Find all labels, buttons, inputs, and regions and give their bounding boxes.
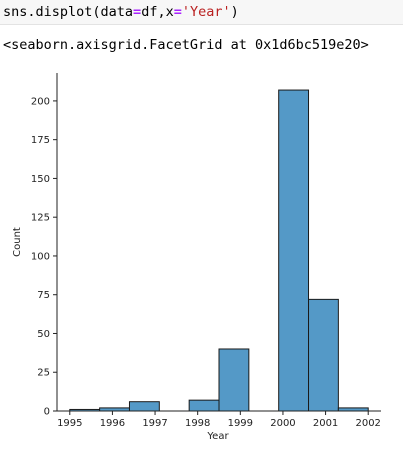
code-string: 'Year' (181, 4, 231, 20)
histogram-bar-8 (308, 298, 339, 412)
y-tick-label: 125 (31, 213, 50, 224)
y-tick-label: 50 (37, 329, 50, 340)
y-tick-label: 25 (37, 368, 50, 379)
x-tick-label: 1999 (228, 418, 253, 429)
y-tick-label: 175 (31, 135, 50, 146)
histogram-bars (69, 89, 369, 412)
x-ticks: 1995 1996 1997 1998 1999 2000 2001 2002 (57, 411, 381, 429)
x-tick-label: 2001 (313, 418, 338, 429)
y-tick-label: 100 (31, 251, 50, 262)
code-token: df,x (141, 4, 174, 20)
x-axis-label: Year (206, 431, 229, 442)
y-tick-label: 0 (44, 407, 50, 418)
y-tick-label: 75 (37, 290, 50, 301)
y-tick-label: 200 (31, 96, 50, 107)
code-operator: = (133, 4, 142, 20)
histogram-bar-2 (128, 401, 160, 412)
x-tick-label: 2000 (270, 418, 295, 429)
cell-output-text: <seaborn.axisgrid.FacetGrid at 0x1d6bc51… (3, 37, 369, 53)
y-tick-label: 150 (31, 174, 50, 185)
histogram-bar-5 (218, 348, 250, 412)
x-tick-label: 1996 (100, 418, 125, 429)
code-cell[interactable]: sns.displot(data=df,x='Year') (0, 0, 403, 25)
code-token: sns.displot(data (3, 4, 134, 20)
histogram-bar-4 (188, 399, 220, 412)
y-ticks: 0 25 50 75 100 125 150 175 200 (31, 96, 57, 418)
code-token: ) (230, 4, 239, 20)
y-axis-label: Count (12, 227, 23, 257)
code-operator: = (173, 4, 182, 20)
x-tick-label: 2002 (355, 418, 380, 429)
x-tick-label: 1995 (57, 418, 82, 429)
x-tick-label: 1997 (142, 418, 167, 429)
x-tick-label: 1998 (185, 418, 210, 429)
histogram-bar-7 (278, 89, 310, 412)
